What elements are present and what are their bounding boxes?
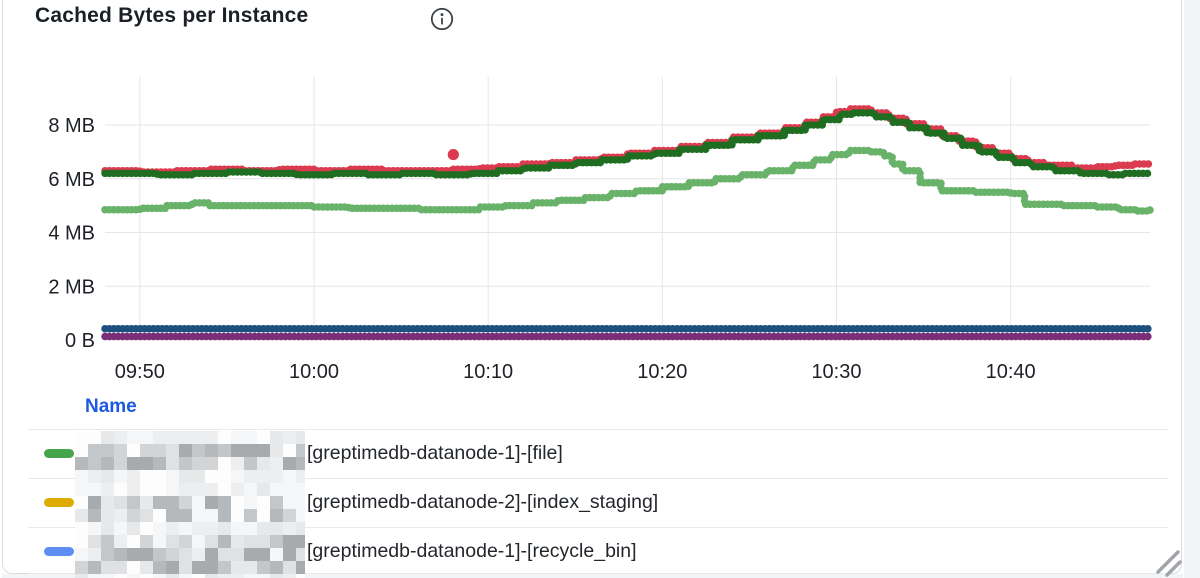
legend-row[interactable]: [greptimedb-datanode-1]-[file] — [0, 429, 1168, 478]
panel-title: Cached Bytes per Instance — [35, 4, 309, 27]
legend-label: [greptimedb-datanode-1]-[recycle_bin] — [307, 540, 637, 562]
series-color-swatch — [44, 449, 74, 458]
legend-row-divider — [28, 478, 1168, 479]
page-background-gutter — [1184, 0, 1200, 578]
series-color-swatch — [44, 547, 74, 556]
series-color-swatch — [44, 498, 74, 507]
legend-label: [greptimedb-datanode-1]-[file] — [307, 442, 563, 464]
legend-name-header[interactable]: Name — [85, 396, 137, 417]
legend-row-divider — [28, 527, 1168, 528]
legend-row-divider — [28, 429, 1168, 430]
legend-row-divider — [28, 573, 1168, 574]
legend-label: [greptimedb-datanode-2]-[index_staging] — [307, 491, 659, 513]
chart-plot-area[interactable] — [105, 77, 1150, 344]
legend-row[interactable]: [greptimedb-datanode-1]-[recycle_bin] — [0, 527, 1168, 576]
panel-bottom-edge — [2, 574, 1183, 578]
redacted-region — [75, 431, 309, 578]
info-icon[interactable] — [429, 6, 455, 32]
legend-row[interactable]: [greptimedb-datanode-2]-[index_staging] — [0, 478, 1168, 527]
panel-resize-handle[interactable] — [1140, 540, 1200, 578]
